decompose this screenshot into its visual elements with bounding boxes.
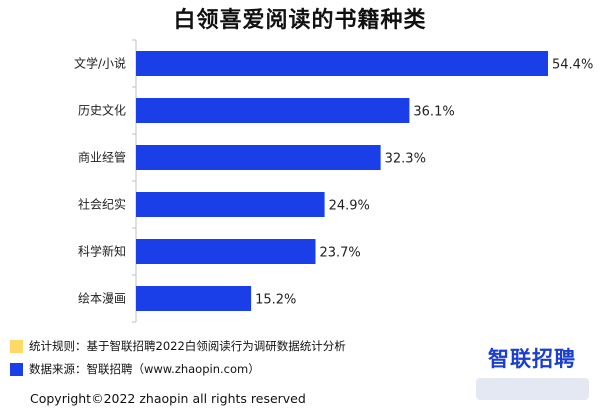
zhaopin-logo: 智联招聘 [488, 343, 576, 373]
bar [136, 192, 325, 217]
category-label: 文学/小说 [74, 56, 126, 71]
category-label: 社会纪实 [78, 197, 126, 212]
bar [136, 286, 252, 311]
bar-chart: 文学/小说 54.4% 历史文化 36.1% 商业经管 32.3% 社会纪实 24.9% 科学新… [74, 39, 593, 323]
note-rule: 统计规则：基于智联招聘2022白领阅读行为调研数据统计分析 [10, 336, 346, 356]
note-source-text: 数据来源：智联招聘（www.zhaopin.com） [29, 362, 260, 376]
chart-title: 白领喜爱阅读的书籍种类 [173, 8, 427, 33]
bar [136, 239, 316, 264]
note-source-swatch [10, 362, 23, 376]
note-source: 数据来源：智联招聘（www.zhaopin.com） [10, 359, 346, 379]
bar [136, 51, 548, 76]
watermark-logo [476, 378, 589, 400]
bar [136, 145, 381, 170]
category-label: 历史文化 [78, 103, 126, 118]
value-label: 23.7% [319, 246, 360, 261]
logo-text: 智联招聘 [488, 347, 576, 371]
category-label: 商业经管 [78, 150, 126, 165]
note-rule-text: 统计规则：基于智联招聘2022白领阅读行为调研数据统计分析 [29, 339, 346, 353]
bar [136, 98, 410, 123]
value-label: 32.3% [385, 152, 426, 167]
note-rule-swatch [10, 339, 23, 353]
notes: 统计规则：基于智联招聘2022白领阅读行为调研数据统计分析 数据来源：智联招聘（… [10, 336, 346, 382]
value-label: 36.1% [413, 105, 454, 120]
value-label: 15.2% [255, 293, 296, 308]
copyright: Copyright©2022 zhaopin all rights reserv… [30, 391, 306, 406]
value-label: 24.9% [329, 199, 370, 214]
category-label: 绘本漫画 [78, 291, 126, 306]
value-label: 54.4% [552, 58, 593, 73]
category-label: 科学新知 [78, 244, 126, 259]
